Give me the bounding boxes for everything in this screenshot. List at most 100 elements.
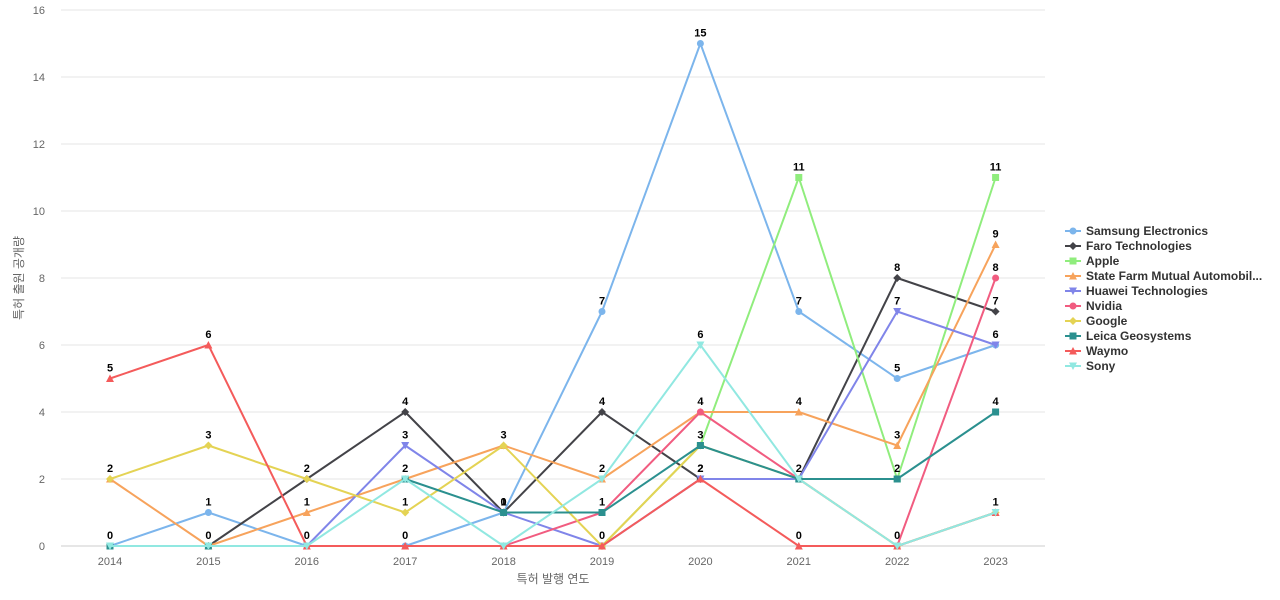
data-label: 0	[894, 530, 900, 542]
data-point[interactable]	[893, 274, 902, 282]
series-google[interactable]	[106, 441, 1000, 551]
data-label: 7	[894, 296, 900, 308]
legend-label: State Farm Mutual Automobil...	[1086, 269, 1262, 283]
data-label: 2	[304, 463, 310, 475]
data-label: 4	[697, 396, 704, 408]
data-point[interactable]	[696, 442, 704, 449]
x-tick-label: 2022	[885, 556, 909, 568]
data-point[interactable]	[795, 308, 803, 315]
data-point[interactable]	[696, 408, 704, 416]
legend-symbol	[1069, 347, 1077, 355]
data-point[interactable]	[204, 542, 213, 551]
series-samsung-electronics[interactable]	[106, 40, 1000, 550]
data-point[interactable]	[598, 542, 606, 550]
data-point[interactable]	[794, 408, 803, 416]
legend-item-waymo[interactable]: Waymo	[1065, 344, 1128, 358]
data-point[interactable]	[893, 542, 902, 551]
legend-item-faro-technologies[interactable]: Faro Technologies	[1065, 239, 1192, 253]
data-label: 4	[599, 396, 606, 408]
data-point[interactable]	[893, 441, 902, 450]
x-tick-label: 2023	[983, 556, 1007, 568]
data-point[interactable]	[302, 475, 311, 483]
legend-item-leica-geosystems[interactable]: Leica Geosystems	[1065, 329, 1192, 343]
y-tick-label: 4	[39, 407, 45, 419]
legend-item-nvidia[interactable]: Nvidia	[1065, 299, 1122, 313]
legend-symbol	[1069, 272, 1077, 280]
legend-label: Apple	[1086, 254, 1120, 268]
data-point[interactable]	[401, 508, 410, 517]
y-tick-label: 6	[39, 340, 45, 352]
series-line	[306, 310, 996, 547]
data-point[interactable]	[499, 542, 508, 551]
data-point[interactable]	[893, 375, 901, 382]
series-sony[interactable]	[106, 341, 1000, 551]
data-point[interactable]	[795, 174, 803, 181]
data-point[interactable]	[991, 240, 1000, 249]
data-label: 2	[894, 463, 900, 475]
data-label: 6	[205, 329, 211, 341]
data-point[interactable]	[106, 374, 114, 383]
data-point[interactable]	[106, 475, 114, 483]
legend-item-state-farm-mutual-automobil[interactable]: State Farm Mutual Automobil...	[1065, 269, 1262, 283]
data-point[interactable]	[106, 542, 114, 551]
legend-item-samsung-electronics[interactable]: Samsung Electronics	[1065, 224, 1208, 238]
data-point[interactable]	[204, 509, 212, 516]
data-point[interactable]	[401, 475, 410, 484]
data-point[interactable]	[500, 509, 508, 516]
legend-label: Samsung Electronics	[1086, 224, 1208, 238]
series-waymo[interactable]	[106, 341, 1000, 550]
data-point[interactable]	[204, 441, 213, 450]
data-label: 5	[107, 363, 113, 375]
data-point[interactable]	[991, 307, 1000, 316]
data-point[interactable]	[794, 475, 803, 484]
legend-label: Nvidia	[1086, 299, 1122, 313]
data-label: 1	[501, 497, 507, 509]
data-point[interactable]	[598, 509, 606, 516]
data-point[interactable]	[204, 341, 213, 349]
data-label: 8	[894, 262, 900, 274]
data-point[interactable]	[992, 174, 1000, 181]
data-point[interactable]	[401, 542, 410, 550]
x-tick-label: 2016	[295, 556, 319, 568]
x-axis-title: 특허 발행 연도	[517, 571, 590, 586]
data-point[interactable]	[893, 475, 901, 483]
legend-item-huawei-technologies[interactable]: Huawei Technologies	[1065, 284, 1208, 298]
data-point[interactable]	[893, 308, 902, 316]
data-label: 7	[796, 296, 802, 308]
data-label: 3	[894, 430, 900, 442]
data-label: 1	[599, 497, 605, 509]
data-point[interactable]	[991, 341, 1000, 350]
data-point[interactable]	[302, 508, 311, 517]
data-point[interactable]	[598, 475, 606, 484]
data-point[interactable]	[696, 341, 705, 350]
series-line	[109, 244, 997, 547]
data-label: 7	[993, 296, 999, 308]
legend-item-apple[interactable]: Apple	[1065, 254, 1120, 268]
data-point[interactable]	[992, 408, 1000, 416]
data-point[interactable]	[992, 274, 1000, 282]
data-label: 0	[107, 530, 113, 542]
legend-item-sony[interactable]: Sony	[1065, 359, 1116, 373]
data-point[interactable]	[302, 542, 311, 551]
data-label: 15	[694, 28, 706, 40]
data-point[interactable]	[598, 408, 606, 416]
data-point[interactable]	[598, 308, 606, 315]
data-point[interactable]	[499, 441, 508, 450]
data-label: 3	[697, 430, 703, 442]
data-point[interactable]	[401, 442, 410, 450]
y-tick-label: 14	[33, 72, 45, 84]
legend-symbol	[1069, 287, 1077, 295]
data-point[interactable]	[991, 509, 1000, 517]
data-point[interactable]	[696, 475, 705, 483]
data-point[interactable]	[794, 542, 803, 550]
data-label: 3	[205, 430, 211, 442]
series-state-farm-mutual-automobil[interactable]	[106, 240, 1000, 550]
series-line	[601, 176, 997, 547]
data-label: 4	[402, 396, 409, 408]
legend-label: Waymo	[1086, 344, 1128, 358]
data-label: 2	[107, 463, 113, 475]
data-point[interactable]	[401, 408, 410, 416]
legend-item-google[interactable]: Google	[1065, 314, 1128, 328]
data-point[interactable]	[696, 40, 704, 47]
